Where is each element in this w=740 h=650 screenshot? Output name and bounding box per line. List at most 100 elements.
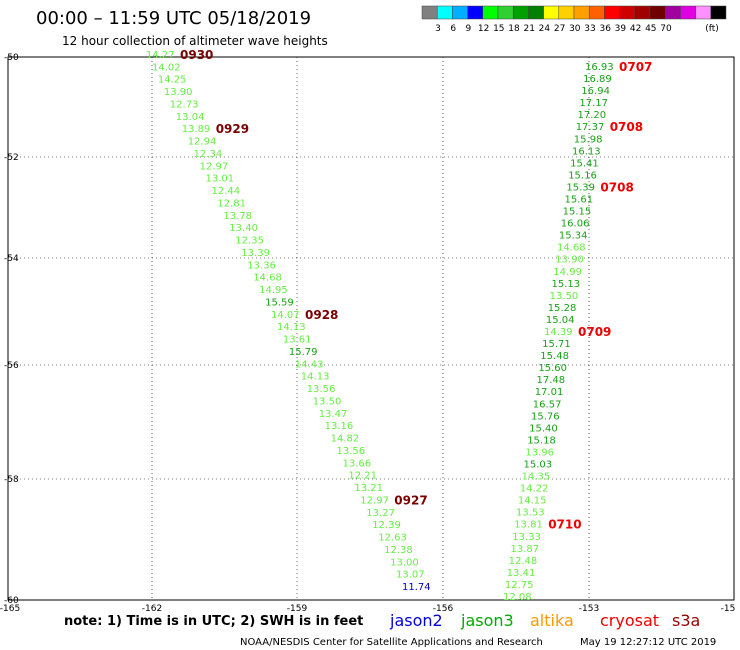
color-scale-label: 27: [554, 24, 565, 34]
color-swatch: [573, 5, 590, 20]
wave-height-value: 12.94: [188, 137, 217, 148]
color-scale-label: 18: [508, 24, 520, 34]
wave-height-value: 13.56: [337, 446, 366, 457]
wave-height-value: 17.17: [579, 98, 608, 109]
wave-height-value: 12.44: [212, 186, 241, 197]
wave-height-value: 12.75: [505, 580, 534, 591]
wave-height-value: 13.27: [366, 508, 395, 519]
wave-height-value: 12.48: [509, 556, 538, 567]
wave-height-value: 13.39: [241, 248, 270, 259]
wave-height-value: 13.16: [325, 421, 354, 432]
wave-height-value: 16.89: [583, 74, 612, 85]
wave-height-value: 16.93: [585, 62, 614, 73]
wave-height-value: 14.27: [146, 50, 175, 61]
wave-height-value: 14.25: [158, 75, 187, 86]
color-scale-label: 70: [660, 24, 672, 34]
color-scale-label: 15: [493, 24, 504, 34]
wave-height-value: 12.38: [384, 545, 413, 556]
wave-height-value: 15.28: [548, 303, 577, 314]
wave-height-value: 14.13: [301, 372, 330, 383]
color-swatch: [543, 5, 560, 20]
wave-height-value: 13.56: [307, 384, 336, 395]
wave-height-value: 15.03: [524, 460, 553, 471]
wave-height-value: 13.90: [164, 87, 193, 98]
pass-time-label: 0927: [394, 493, 427, 507]
color-scale-label: 39: [615, 24, 627, 34]
longitude-tick-labels: -165 -162 -159 -156 -153 -15: [0, 604, 735, 614]
color-swatch: [588, 5, 605, 20]
longitude-tick-label: -156: [433, 604, 454, 614]
wave-height-value: 14.39: [544, 327, 573, 338]
latitude-tick-label: -50: [4, 53, 19, 63]
wave-height-value: 13.53: [516, 508, 545, 519]
color-swatch: [467, 5, 484, 20]
wave-height-value: 13.07: [396, 570, 425, 581]
pass-time-label: 0930: [180, 48, 213, 62]
color-swatch: [664, 5, 681, 20]
wave-height-value: 16.13: [572, 146, 601, 157]
latitude-tick-label: -60: [4, 596, 19, 606]
wave-height-value: 14.02: [152, 62, 181, 73]
wave-height-value: 15.61: [565, 195, 594, 206]
wave-height-value: 16.06: [561, 219, 590, 230]
color-scale-label: 12: [478, 24, 489, 34]
pass-time-label: 0708: [610, 120, 643, 134]
wave-height-value: 13.33: [512, 532, 541, 543]
wave-height-value: 13.90: [555, 255, 584, 266]
wave-height-value: 17.37: [576, 122, 605, 133]
color-scale-label: 3: [435, 24, 441, 34]
wave-height-value: 14.35: [522, 472, 551, 483]
map-subtitle: 12 hour collection of altimeter wave hei…: [62, 34, 328, 48]
wave-height-value: 13.36: [247, 260, 276, 271]
wave-height-value: 14.07: [271, 310, 300, 321]
footer-credit: NOAA/NESDIS Center for Satellite Applica…: [240, 637, 543, 648]
color-swatch: [619, 5, 636, 20]
pass-time-label: 0707: [619, 60, 652, 74]
wave-height-value: 13.40: [229, 223, 258, 234]
color-swatch: [436, 5, 453, 20]
wave-height-value: 12.73: [170, 100, 199, 111]
map-title: 00:00 – 11:59 UTC 05/18/2019: [36, 8, 311, 29]
wave-height-value: 14.95: [259, 285, 288, 296]
longitude-tick-label: -165: [0, 604, 20, 614]
latitude-tick-label: -56: [4, 361, 19, 371]
wave-height-value: 14.68: [557, 243, 586, 254]
wave-height-value: 15.41: [570, 158, 599, 169]
wave-height-value: 14.82: [331, 434, 360, 445]
longitude-tick-label: -159: [287, 604, 308, 614]
pass-time-label: 0709: [578, 325, 611, 339]
wave-height-value: 15.59: [265, 297, 294, 308]
wave-height-value: 14.13: [277, 322, 306, 333]
wave-height-value: 13.78: [223, 211, 252, 222]
wave-height-value: 15.18: [527, 435, 556, 446]
wave-height-value: 17.20: [578, 110, 607, 121]
color-scale-label: 42: [630, 24, 641, 34]
color-swatch: [680, 5, 696, 20]
pass-time-label: 0710: [548, 518, 581, 532]
legend-s3a: s3a: [672, 611, 700, 630]
color-swatch: [482, 5, 499, 20]
color-scale-label: 33: [584, 24, 595, 34]
wave-height-value: 12.34: [194, 149, 223, 160]
wave-height-value: 15.04: [546, 315, 575, 326]
wave-height-value: 14.43: [295, 359, 324, 370]
wave-height-value: 13.21: [354, 483, 383, 494]
color-swatch: [497, 5, 514, 20]
latitude-tick-labels: -50 -52 -54 -56 -58 -60: [4, 53, 19, 606]
wave-height-value: 15.48: [540, 351, 569, 362]
wave-height-value: 11.74: [402, 582, 431, 593]
color-swatch: [649, 5, 666, 20]
longitude-tick-label: -153: [579, 604, 599, 614]
graticule: [8, 57, 734, 600]
wave-height-value: 15.76: [531, 411, 560, 422]
wave-height-value: 15.15: [563, 207, 592, 218]
wave-height-value: 13.50: [313, 396, 342, 407]
wave-height-value: 12.81: [217, 199, 246, 210]
color-swatch: [558, 5, 575, 20]
color-swatch: [634, 5, 651, 20]
wave-height-value: 15.79: [289, 347, 318, 358]
latitude-tick-label: -58: [4, 475, 19, 485]
wave-height-value: 15.39: [566, 183, 595, 194]
color-scale-label: 9: [466, 24, 472, 34]
wave-height-value: 14.68: [253, 273, 282, 284]
